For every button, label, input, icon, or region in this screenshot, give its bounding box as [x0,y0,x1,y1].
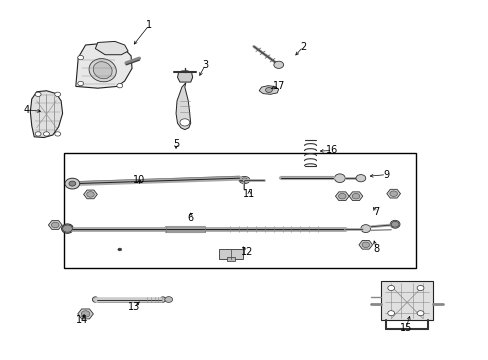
Ellipse shape [389,220,399,228]
Text: 5: 5 [173,139,179,149]
Circle shape [164,297,172,302]
Ellipse shape [61,224,73,233]
Ellipse shape [334,174,345,183]
Circle shape [65,178,80,189]
Polygon shape [76,43,132,88]
Circle shape [387,311,394,316]
Polygon shape [83,190,97,199]
Polygon shape [358,240,372,249]
Circle shape [55,92,61,96]
Circle shape [86,192,94,197]
Circle shape [390,221,398,227]
Ellipse shape [160,297,165,302]
Polygon shape [335,192,348,201]
Ellipse shape [92,297,98,302]
Circle shape [416,311,423,316]
Text: 10: 10 [133,175,145,185]
Polygon shape [30,91,62,138]
Ellipse shape [360,225,370,233]
Bar [226,257,234,261]
Polygon shape [259,86,278,94]
Bar [218,249,243,259]
Circle shape [273,61,283,68]
Bar [63,153,415,268]
Text: 12: 12 [240,247,253,257]
Text: 3: 3 [202,60,208,70]
Polygon shape [78,309,93,319]
Circle shape [265,87,272,93]
Polygon shape [381,281,432,320]
Circle shape [361,242,369,248]
Polygon shape [95,41,128,55]
Text: 7: 7 [373,207,379,217]
Polygon shape [177,71,192,82]
Polygon shape [176,83,190,130]
Text: 4: 4 [24,105,30,115]
Circle shape [416,285,423,291]
Circle shape [69,181,76,186]
Ellipse shape [239,176,249,184]
Circle shape [355,175,365,182]
Circle shape [62,225,72,232]
Ellipse shape [93,62,112,79]
Text: 13: 13 [128,302,141,312]
Text: 11: 11 [243,189,255,199]
Circle shape [55,132,61,136]
Text: 17: 17 [272,81,285,91]
Ellipse shape [241,178,247,182]
Circle shape [35,92,41,96]
Text: 15: 15 [399,323,411,333]
Circle shape [78,55,83,60]
Circle shape [81,311,90,317]
Circle shape [351,193,359,199]
Circle shape [78,81,83,86]
Polygon shape [48,221,62,229]
Ellipse shape [67,179,78,188]
Ellipse shape [89,59,116,82]
Text: 2: 2 [300,42,305,52]
Polygon shape [348,192,362,201]
Text: 16: 16 [325,145,338,156]
Text: 9: 9 [383,170,388,180]
Circle shape [51,222,59,228]
Circle shape [338,193,346,199]
Circle shape [43,132,49,136]
Text: 8: 8 [373,244,379,254]
Text: 14: 14 [75,315,88,325]
Circle shape [117,84,122,88]
Circle shape [387,285,394,291]
Text: 6: 6 [187,213,193,223]
Circle shape [389,191,397,197]
Circle shape [82,311,89,316]
Circle shape [118,248,122,251]
Text: 1: 1 [146,20,152,30]
Circle shape [35,132,41,136]
Polygon shape [386,189,400,198]
Circle shape [180,119,189,126]
